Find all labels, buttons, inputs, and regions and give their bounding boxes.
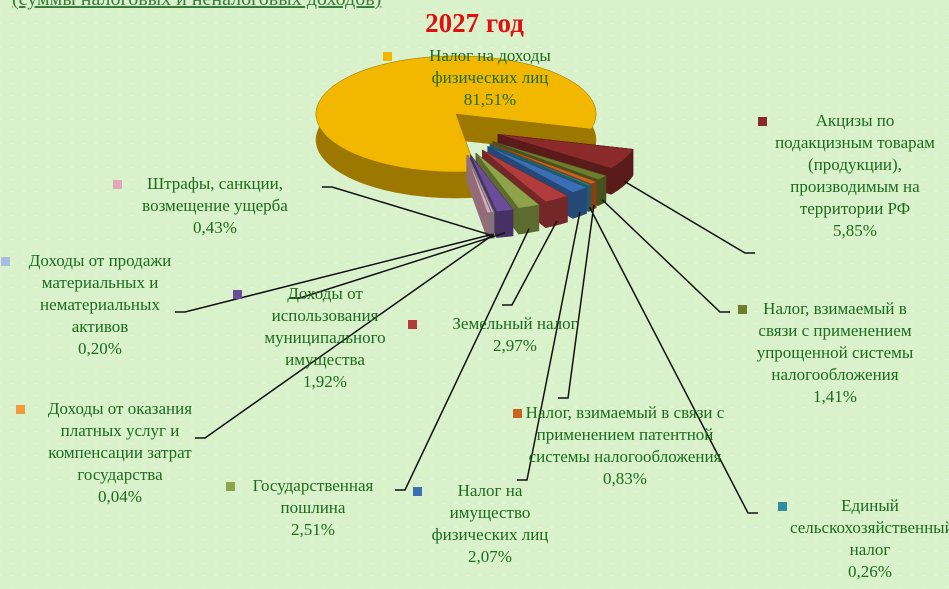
category-label: Налог на имущество физических лиц: [431, 481, 549, 544]
category-label: Акцизы по подакцизным товарам (продукции…: [775, 111, 935, 218]
category-label: Земельный налог: [452, 314, 578, 333]
category-label: Государственная пошлина: [252, 476, 374, 517]
legend-swatch: [226, 482, 235, 491]
leader-line: [517, 211, 581, 481]
value-label: 0,20%: [78, 339, 122, 358]
slice: [470, 154, 514, 212]
data-label: Налог на доходы физических лиц 81,51%: [395, 45, 585, 111]
legend-swatch: [233, 290, 242, 299]
value-label: 2,07%: [468, 547, 512, 566]
leader-line: [558, 204, 595, 399]
leader-line: [588, 206, 758, 514]
leader-line: [290, 232, 506, 299]
data-label: Доходы от оказания платных услуг и компе…: [28, 398, 213, 508]
value-label: 0,04%: [98, 487, 142, 506]
leader-line: [395, 228, 530, 491]
data-label: Единый сельскохозяйственный налог 0,26%: [790, 495, 949, 583]
chart-title: 2027 год: [425, 8, 524, 38]
leader-line: [623, 180, 755, 254]
slice: [492, 141, 607, 180]
data-label: Доходы от продажи материальных и нематер…: [13, 250, 188, 360]
value-label: 81,51%: [463, 90, 517, 109]
slice: [467, 154, 495, 213]
slice: [466, 155, 492, 213]
value-label: 0,43%: [193, 218, 237, 237]
data-label: Налог, взимаемый в связи с применением у…: [750, 298, 920, 408]
value-label: 0,83%: [603, 469, 647, 488]
legend-swatch: [408, 320, 417, 329]
slice: [315, 55, 597, 173]
slice: [467, 155, 494, 213]
slice: [489, 144, 592, 186]
value-label: 5,85%: [833, 221, 877, 240]
category-label: Доходы от продажи материальных и нематер…: [28, 251, 172, 336]
slice: [497, 134, 634, 169]
data-label: Налог, взимаемый в связи с применением п…: [525, 402, 725, 490]
leader-line: [502, 220, 558, 306]
data-label: Земельный налог 2,97%: [420, 313, 610, 357]
legend-swatch: [15, 405, 25, 414]
data-label: Доходы от использования муниципального и…: [245, 283, 405, 393]
legend-swatch: [113, 180, 122, 189]
data-label: Акцизы по подакцизным товарам (продукции…: [770, 110, 940, 242]
leader-line: [175, 233, 493, 313]
slice: [482, 149, 569, 203]
slice: [475, 152, 540, 209]
chart-subtitle: (суммы налоговых и неналоговых доходов): [0, 0, 949, 11]
category-label: Доходы от оказания платных услуг и компе…: [47, 399, 193, 484]
legend-swatch: [0, 257, 10, 266]
data-label: Штрафы, санкции, возмещение ущерба 0,43%: [125, 173, 305, 239]
category-label: Налог, взимаемый в связи с применением у…: [756, 299, 914, 384]
legend-swatch: [513, 409, 522, 418]
value-label: 2,97%: [493, 336, 537, 355]
value-label: 1,92%: [303, 372, 347, 391]
leader-line: [322, 186, 490, 236]
slice: [490, 143, 597, 185]
legend-swatch: [758, 117, 767, 126]
category-label: Единый сельскохозяйственный налог: [790, 496, 949, 559]
data-label: Государственная пошлина 2,51%: [238, 475, 388, 541]
slice: [487, 146, 588, 193]
legend-swatch: [413, 487, 422, 496]
value-label: 1,41%: [813, 387, 857, 406]
data-label: Налог на имущество физических лиц 2,07%: [425, 480, 555, 568]
legend-swatch: [778, 502, 787, 511]
category-label: Налог на доходы физических лиц: [429, 46, 551, 87]
value-label: 0,26%: [848, 562, 892, 581]
leader-line: [601, 199, 730, 313]
value-label: 2,51%: [291, 520, 335, 539]
category-label: Доходы от использования муниципального и…: [264, 284, 386, 369]
legend-swatch: [738, 305, 747, 314]
legend-swatch: [383, 52, 392, 61]
category-label: Налог, взимаемый в связи с применением п…: [525, 403, 725, 466]
category-label: Штрафы, санкции, возмещение ущерба: [142, 174, 288, 215]
leader-line: [195, 233, 495, 439]
